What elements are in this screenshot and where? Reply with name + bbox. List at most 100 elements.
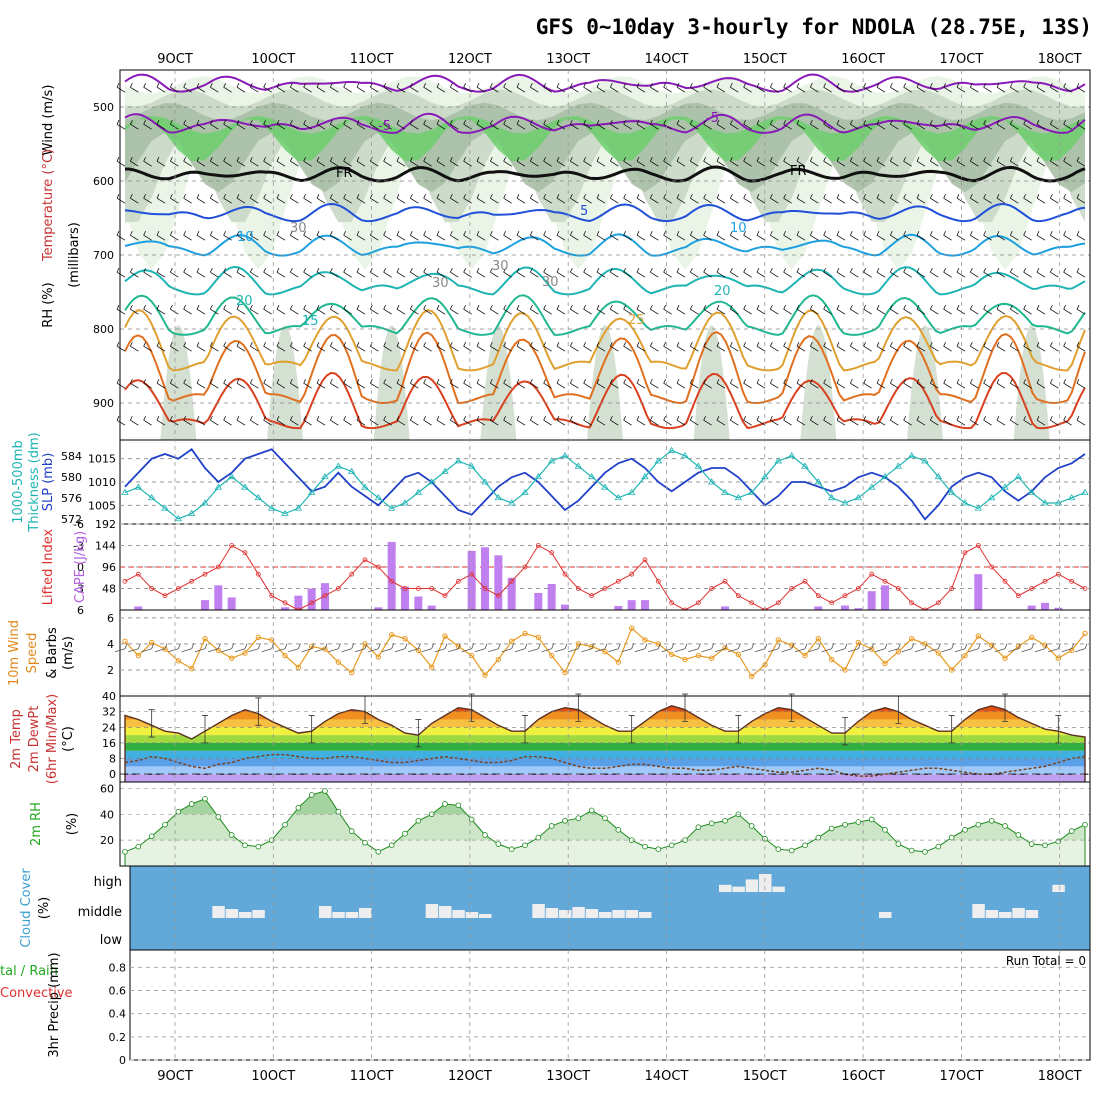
wind-barb: [210, 305, 219, 315]
wind-barb: [170, 194, 179, 204]
wind-barb: [236, 416, 246, 426]
temperature-contour: [124, 309, 1086, 372]
surface-wind-barb: [301, 643, 315, 653]
minmax-whisker: [628, 715, 635, 744]
rh-tongue: [267, 325, 303, 440]
wind-barb: [850, 305, 859, 315]
wind-barb: [543, 268, 552, 278]
thickness-point: [587, 472, 596, 480]
temperature-contour: [124, 265, 1086, 296]
wind-speed-point: [815, 635, 822, 642]
wind-barb: [916, 342, 926, 352]
wind-barb: [383, 231, 392, 241]
wind-barb: [1036, 120, 1046, 130]
wind-barb: [756, 305, 766, 315]
cloud-block: [359, 908, 372, 918]
surface-wind-barb: [661, 643, 675, 653]
wind-barb: [730, 305, 739, 315]
wind-barb: [450, 231, 459, 241]
surface-wind-barb: [221, 643, 235, 653]
wind-barb: [650, 305, 659, 315]
lifted-index-point: [149, 586, 155, 591]
wind-barb: [596, 379, 606, 389]
thickness-point: [747, 488, 756, 495]
wind-speed-point: [388, 632, 395, 638]
wind-barb: [410, 83, 419, 93]
wind-barb: [396, 194, 406, 204]
wind-barb: [703, 194, 712, 204]
wind-barb: [583, 194, 592, 204]
wind-tick-label: 6: [107, 612, 114, 625]
wind-barb: [983, 379, 992, 389]
wind-speed-point: [948, 667, 955, 673]
wind-barb: [236, 305, 246, 315]
thickness-point: [161, 504, 169, 511]
wind-barb: [143, 120, 152, 130]
time-axes: 9OCT 9OCT 10OCT 10OCT 11OCT 11OCT 12OCT 12OCT 13…: [157, 52, 1081, 1084]
rh-point: [402, 830, 408, 837]
wind-barb: [636, 416, 646, 426]
cape-tick-label: 144: [95, 540, 116, 553]
wind-barb: [596, 268, 606, 278]
surface-wind-barb: [274, 643, 288, 653]
wind-barb: [436, 231, 446, 241]
wind-barb: [263, 120, 272, 130]
surface-wind-barb: [1061, 643, 1075, 653]
wind-barb: [450, 379, 459, 389]
wind-barb: [943, 305, 952, 315]
wind-barb: [490, 231, 499, 241]
wind-barb: [410, 157, 419, 167]
wind-barb: [596, 342, 606, 352]
wind-tick-label: 4: [107, 638, 114, 651]
wind-barb: [956, 231, 966, 241]
lifted-index-point: [562, 571, 568, 577]
wind-barb: [556, 416, 566, 426]
thickness-point: [134, 483, 143, 490]
lifted-index-point: [642, 557, 648, 563]
wind-barb: [650, 379, 659, 389]
bottom-time-label: 14OCT: [645, 1069, 689, 1084]
wind-barb: [276, 194, 286, 204]
wind-speed-point: [828, 656, 835, 663]
wind-barb: [1063, 268, 1072, 278]
wind-barb: [516, 83, 526, 93]
temp-tick-label: 8: [109, 753, 116, 766]
wind-speed-point: [748, 673, 755, 680]
wind-barb: [356, 231, 366, 241]
panel-label: Speed: [25, 633, 40, 674]
pressure-tick-label: 800: [93, 323, 114, 336]
lifted-index-point: [615, 578, 621, 584]
wind-barb: [503, 231, 512, 241]
wind-barb: [810, 342, 819, 352]
thickness-point: [121, 488, 129, 495]
wind-barb: [716, 194, 726, 204]
wind-barb: [490, 416, 499, 426]
surface-wind-barb: [861, 643, 875, 653]
wind-barb: [330, 83, 339, 93]
surface-wind-barb: [674, 643, 688, 653]
wind-speed-point: [548, 652, 555, 659]
cloud-block: [1052, 884, 1065, 892]
wind-barb: [1063, 120, 1072, 130]
slp-tick-label: 1015: [88, 453, 116, 466]
wind-barb: [316, 231, 326, 241]
minmax-whisker: [308, 715, 315, 744]
lifted-index-point: [869, 571, 875, 577]
cloud-block: [212, 906, 225, 918]
contour-label: 30: [542, 275, 559, 290]
lifted-index-point: [1029, 586, 1035, 591]
wind-speed-point: [122, 638, 128, 644]
wind-barb: [1023, 342, 1032, 352]
minmax-whisker: [575, 693, 582, 722]
wind-barb: [916, 305, 926, 315]
lifted-index-point: [375, 564, 381, 570]
top-time-label: 14OCT: [645, 52, 689, 67]
wind-speed-point: [375, 654, 382, 660]
wind-barb: [1050, 305, 1059, 315]
lifted-index-point: [162, 593, 168, 599]
surface-wind-barb: [141, 643, 155, 653]
wind-barb: [836, 379, 846, 389]
wind-barb: [316, 305, 326, 315]
wind-barb: [690, 342, 699, 352]
lifted-index-point: [655, 578, 661, 584]
